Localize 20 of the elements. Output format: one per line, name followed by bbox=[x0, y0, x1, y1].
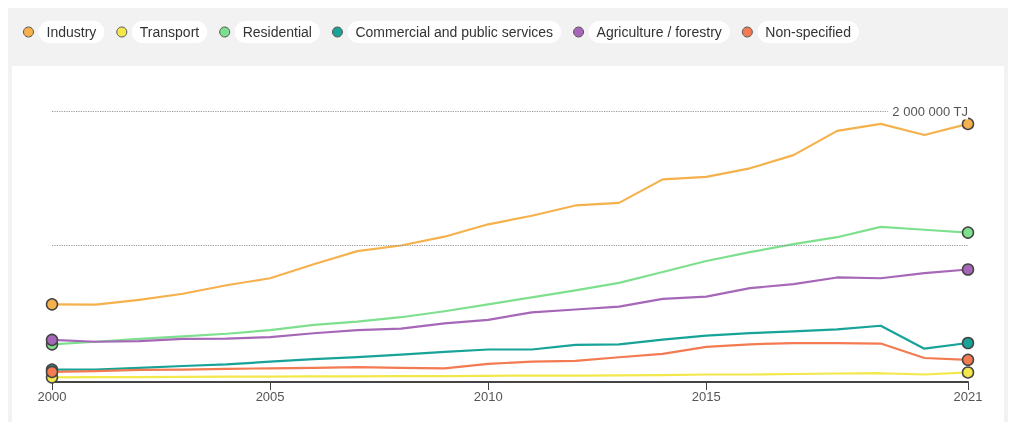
legend-label: Non-specified bbox=[765, 24, 851, 40]
x-tick-label: 2021 bbox=[953, 389, 983, 404]
point bbox=[961, 353, 975, 367]
legend-label: Commercial and public services bbox=[355, 24, 554, 40]
x-tick-label: 2015 bbox=[691, 389, 721, 404]
legend-label: Industry bbox=[46, 24, 97, 40]
legend-label: Residential bbox=[242, 24, 312, 40]
point bbox=[961, 366, 975, 379]
legend-label: Transport bbox=[139, 24, 200, 40]
x-tick-label: 2005 bbox=[255, 389, 285, 404]
x-tick-label: 2010 bbox=[473, 389, 503, 404]
point bbox=[961, 336, 975, 350]
point bbox=[961, 263, 975, 276]
point bbox=[45, 333, 59, 347]
x-tick-label: 2000 bbox=[37, 389, 67, 404]
ref-line-label: 2 000 000 TJ bbox=[892, 103, 968, 119]
point bbox=[961, 117, 975, 131]
legend-label: Agriculture / forestry bbox=[596, 24, 722, 40]
point bbox=[45, 298, 59, 311]
point bbox=[961, 226, 975, 239]
